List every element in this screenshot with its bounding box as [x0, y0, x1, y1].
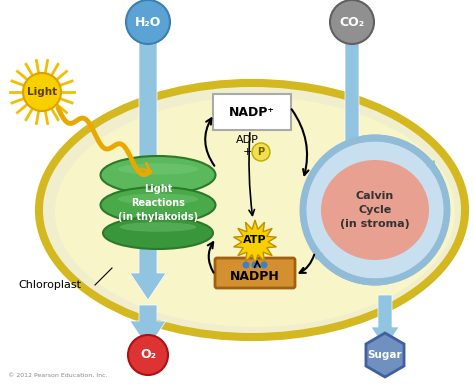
Polygon shape [338, 30, 366, 200]
FancyBboxPatch shape [213, 94, 291, 130]
Circle shape [261, 262, 267, 268]
Text: CO₂: CO₂ [339, 15, 365, 28]
Text: Calvin
Cycle
(in stroma): Calvin Cycle (in stroma) [340, 191, 410, 229]
Ellipse shape [37, 81, 467, 339]
Text: P: P [257, 147, 264, 157]
Polygon shape [366, 333, 404, 377]
Ellipse shape [100, 187, 216, 223]
Text: Chloroplast: Chloroplast [18, 280, 81, 290]
Ellipse shape [100, 156, 216, 194]
Circle shape [23, 73, 61, 111]
Polygon shape [130, 35, 166, 300]
Text: O₂: O₂ [140, 349, 156, 361]
Text: NADPH: NADPH [230, 270, 280, 283]
Circle shape [128, 335, 168, 375]
Circle shape [243, 262, 249, 268]
Circle shape [330, 0, 374, 44]
Text: © 2012 Pearson Education, Inc.: © 2012 Pearson Education, Inc. [8, 373, 108, 378]
Ellipse shape [118, 163, 198, 175]
Text: Light: Light [27, 87, 57, 97]
Ellipse shape [118, 194, 198, 204]
Polygon shape [234, 220, 276, 264]
Ellipse shape [55, 97, 455, 327]
FancyBboxPatch shape [215, 258, 295, 288]
Ellipse shape [103, 217, 213, 249]
Ellipse shape [119, 222, 197, 232]
Circle shape [252, 262, 258, 268]
Text: NADP⁺: NADP⁺ [229, 106, 275, 119]
Text: ADP: ADP [236, 135, 258, 145]
Circle shape [303, 138, 447, 282]
Polygon shape [346, 195, 370, 220]
Ellipse shape [321, 160, 429, 260]
Ellipse shape [43, 87, 461, 333]
Text: ATP: ATP [243, 235, 267, 245]
Polygon shape [130, 305, 166, 348]
Circle shape [126, 0, 170, 44]
Text: +: + [242, 147, 252, 157]
Polygon shape [371, 295, 399, 348]
Text: Light
Reactions
(in thylakoids): Light Reactions (in thylakoids) [118, 184, 198, 222]
Text: Sugar: Sugar [368, 350, 402, 360]
Circle shape [252, 143, 270, 161]
Text: H₂O: H₂O [135, 15, 161, 28]
